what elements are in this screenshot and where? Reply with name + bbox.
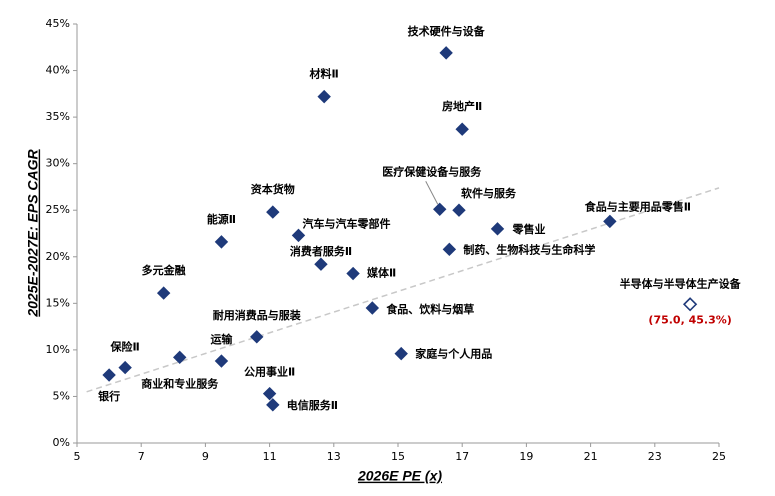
y-tick-label: 35% xyxy=(46,110,70,123)
x-tick-label: 23 xyxy=(648,450,662,463)
point-label: 媒体Ⅱ xyxy=(366,266,396,280)
y-axis-title: 2025E-2027E: EPS CAGR xyxy=(25,148,41,317)
point-label: 零售业 xyxy=(512,222,546,236)
point-label: 医疗保健设备与服务 xyxy=(382,164,482,178)
point xyxy=(102,368,116,382)
x-tick-label: 11 xyxy=(263,450,277,463)
y-tick-label: 45% xyxy=(46,17,70,30)
point xyxy=(214,235,229,249)
point xyxy=(346,266,360,281)
point xyxy=(365,301,380,315)
point-label: 资本货物 xyxy=(251,182,295,196)
point-label: 材料Ⅱ xyxy=(310,67,339,81)
point-label: 保险Ⅱ xyxy=(110,340,140,354)
point xyxy=(214,354,229,368)
x-tick-label: 7 xyxy=(138,450,145,463)
point xyxy=(250,330,264,344)
point-label: 房地产Ⅱ xyxy=(442,99,482,113)
y-tick-label: 40% xyxy=(46,64,70,77)
point xyxy=(442,242,457,257)
x-tick-label: 25 xyxy=(712,450,726,463)
point-label: 汽车与汽车零部件 xyxy=(302,216,390,230)
point-label: 耐用消费品与服装 xyxy=(213,308,301,322)
leader-line xyxy=(425,181,439,205)
point-label: 银行 xyxy=(98,389,120,403)
point-label: 家庭与个人用品 xyxy=(415,347,492,361)
y-tick-label: 15% xyxy=(46,296,70,309)
y-tick-label: 20% xyxy=(46,250,70,263)
point xyxy=(156,286,171,300)
x-tick-label: 21 xyxy=(584,450,598,463)
y-tick-label: 5% xyxy=(53,389,70,402)
x-tick-label: 9 xyxy=(202,450,209,463)
x-tick-label: 15 xyxy=(391,450,405,463)
point xyxy=(433,202,447,216)
point-label: 半导体与半导体生产设备 xyxy=(620,276,742,290)
point xyxy=(262,386,277,401)
point-label: 技术硬件与设备 xyxy=(408,24,486,38)
point xyxy=(452,203,466,217)
point xyxy=(291,228,306,243)
point-label: 运输 xyxy=(210,332,233,346)
point-label: 食品、饮料与烟草 xyxy=(386,302,474,316)
point xyxy=(173,350,187,365)
point xyxy=(266,398,280,412)
x-tick-label: 5 xyxy=(74,450,81,463)
point-label: 公用事业Ⅱ xyxy=(244,365,295,379)
y-tick-label: 0% xyxy=(53,436,70,449)
point xyxy=(682,297,698,312)
point xyxy=(118,360,132,375)
point xyxy=(317,89,331,104)
y-tick-label: 25% xyxy=(46,203,70,216)
point xyxy=(603,214,617,229)
point xyxy=(266,205,280,219)
point-label: 食品与主要用品零售Ⅱ xyxy=(585,199,691,213)
x-tick-label: 17 xyxy=(455,450,469,463)
point-label: 软件与服务 xyxy=(461,186,517,200)
point xyxy=(490,222,505,236)
y-tick-label: 30% xyxy=(46,157,70,170)
x-tick-label: 13 xyxy=(327,450,341,463)
point-label: 消费者服务Ⅱ xyxy=(290,244,352,258)
point-annotation: (75.0, 45.3%) xyxy=(648,313,731,326)
y-tick-label: 10% xyxy=(46,343,70,356)
point xyxy=(439,46,453,60)
point-label: 商业和专业服务 xyxy=(141,376,219,390)
point-label: 多元金融 xyxy=(142,263,186,277)
point-label: 能源Ⅱ xyxy=(207,212,236,226)
point xyxy=(394,346,408,361)
point-label: 电信服务Ⅱ xyxy=(287,398,338,412)
point xyxy=(314,257,328,271)
point xyxy=(455,122,469,136)
point-label: 制药、生物科技与生命科学 xyxy=(463,242,595,256)
x-axis-title: 2026E PE (x) xyxy=(357,468,442,484)
x-tick-label: 19 xyxy=(519,450,533,463)
